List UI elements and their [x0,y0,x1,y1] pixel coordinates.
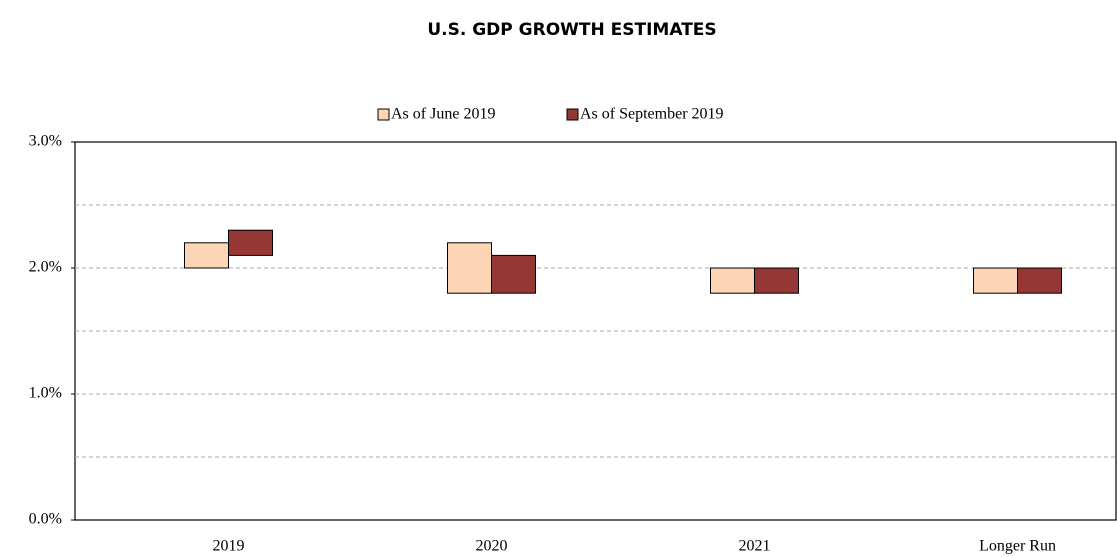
chart-title: U.S. GDP GROWTH ESTIMATES [427,20,716,40]
y-tick-label: 0.0% [29,511,62,528]
y-tick-label: 1.0% [29,385,62,402]
y-tick-label: 2.0% [29,259,62,276]
x-tick-label: 2020 [476,538,508,555]
range-bar [491,254,536,294]
x-tick-label: 2019 [213,538,245,555]
y-tick-label: 3.0% [29,133,62,150]
x-tick-label: Longer Run [979,538,1056,555]
range-bar [1017,267,1062,294]
legend-label: As of September 2019 [580,106,724,123]
range-bar [184,242,229,269]
x-tick-label: 2021 [739,538,771,555]
legend-swatch [377,108,390,121]
range-bar [754,267,799,294]
range-bar [447,242,492,294]
legend-label: As of June 2019 [391,106,495,123]
legend-swatch [566,108,579,121]
range-bar [228,229,273,256]
range-bar [973,267,1018,294]
range-bar [710,267,755,294]
